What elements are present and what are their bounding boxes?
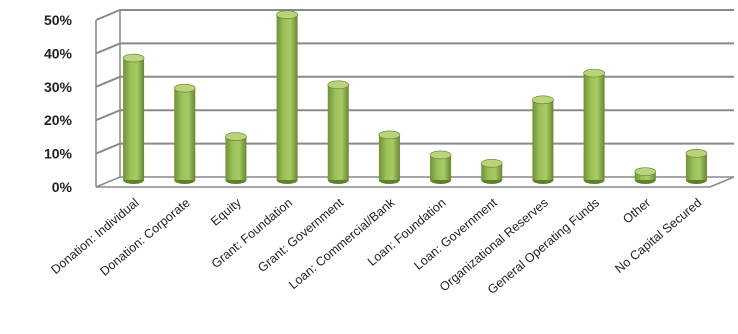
x-category-label: Donation: Individual	[48, 196, 141, 277]
x-category-label: Other	[620, 196, 653, 227]
bar	[225, 132, 247, 184]
y-axis-tick-labels: 0% 10% 20% 30% 40% 50%	[44, 12, 73, 195]
gridline	[95, 176, 734, 188]
y-tick-label: 40%	[44, 45, 73, 61]
bar	[685, 148, 708, 184]
bar	[122, 53, 145, 184]
gridline	[95, 9, 734, 21]
gridline	[95, 109, 734, 122]
y-tick-label: 0%	[52, 179, 73, 195]
bar	[378, 130, 401, 184]
x-category-label: Grant: Government	[255, 195, 346, 275]
bar	[429, 150, 452, 184]
x-category-label: Donation: Corporate	[97, 196, 192, 279]
bar	[327, 80, 350, 184]
gridlines	[95, 9, 735, 188]
bar	[532, 95, 554, 184]
y-tick-label: 50%	[44, 12, 73, 28]
y-tick-label: 30%	[44, 79, 73, 95]
gridline	[95, 75, 734, 88]
y-tick-label: 10%	[44, 146, 73, 162]
y-tick-label: 20%	[44, 112, 73, 128]
bar	[583, 68, 605, 184]
bar	[634, 167, 657, 184]
x-category-label: Equity	[208, 195, 244, 229]
bar	[173, 83, 196, 184]
gridline	[95, 42, 734, 55]
floor-edge	[96, 176, 735, 188]
bars	[122, 10, 708, 184]
bar	[480, 159, 503, 184]
x-category-label: No Capital Secured	[612, 196, 704, 276]
bar	[276, 10, 298, 184]
gridline	[95, 142, 734, 155]
